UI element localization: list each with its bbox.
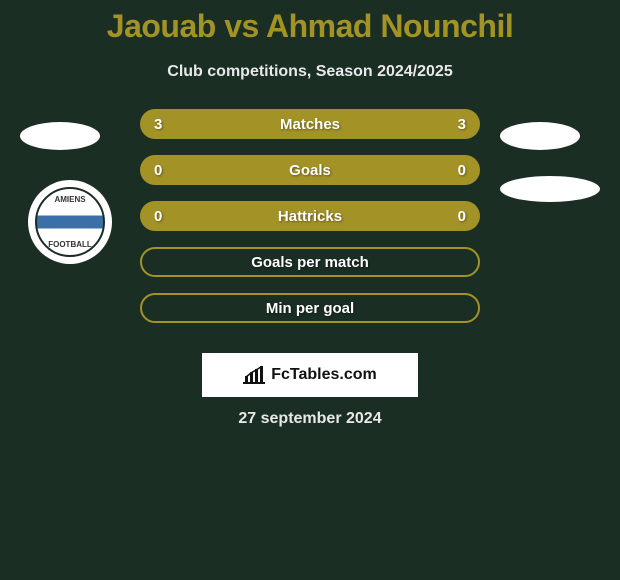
club-logo-bottom-text: FOOTBALL: [48, 240, 92, 249]
stat-row: Goals per match: [140, 247, 480, 277]
stat-right-value: 0: [446, 162, 466, 179]
stat-left-value: 3: [154, 116, 174, 133]
stat-left-value: 0: [154, 208, 174, 225]
stat-left-value: 0: [154, 162, 174, 179]
club-logo: AMIENS FOOTBALL: [28, 180, 112, 264]
club-logo-inner: AMIENS FOOTBALL: [35, 187, 105, 257]
stat-right-value: 3: [446, 116, 466, 133]
stat-row: 0Hattricks0: [140, 201, 480, 231]
player-pill-right: [500, 122, 580, 150]
stat-right-value: 0: [446, 208, 466, 225]
stat-row: Min per goal: [140, 293, 480, 323]
branding-text: FcTables.com: [271, 366, 377, 384]
branding-box: FcTables.com: [202, 353, 418, 397]
stat-row: 0Goals0: [140, 155, 480, 185]
club-logo-top-text: AMIENS: [54, 195, 85, 204]
page-title: Jaouab vs Ahmad Nounchil: [0, 0, 620, 45]
stat-label: Hattricks: [174, 208, 446, 225]
branding: FcTables.com: [243, 366, 377, 384]
player-pill-left: [20, 122, 100, 150]
stat-label: Min per goal: [176, 300, 444, 317]
stat-label: Goals: [174, 162, 446, 179]
stat-label: Matches: [174, 116, 446, 133]
player-pill-right-2: [500, 176, 600, 202]
chart-bars-icon: [243, 366, 265, 384]
subtitle: Club competitions, Season 2024/2025: [0, 63, 620, 81]
stat-row: 3Matches3: [140, 109, 480, 139]
date-text: 27 september 2024: [0, 410, 620, 428]
stat-label: Goals per match: [176, 254, 444, 271]
